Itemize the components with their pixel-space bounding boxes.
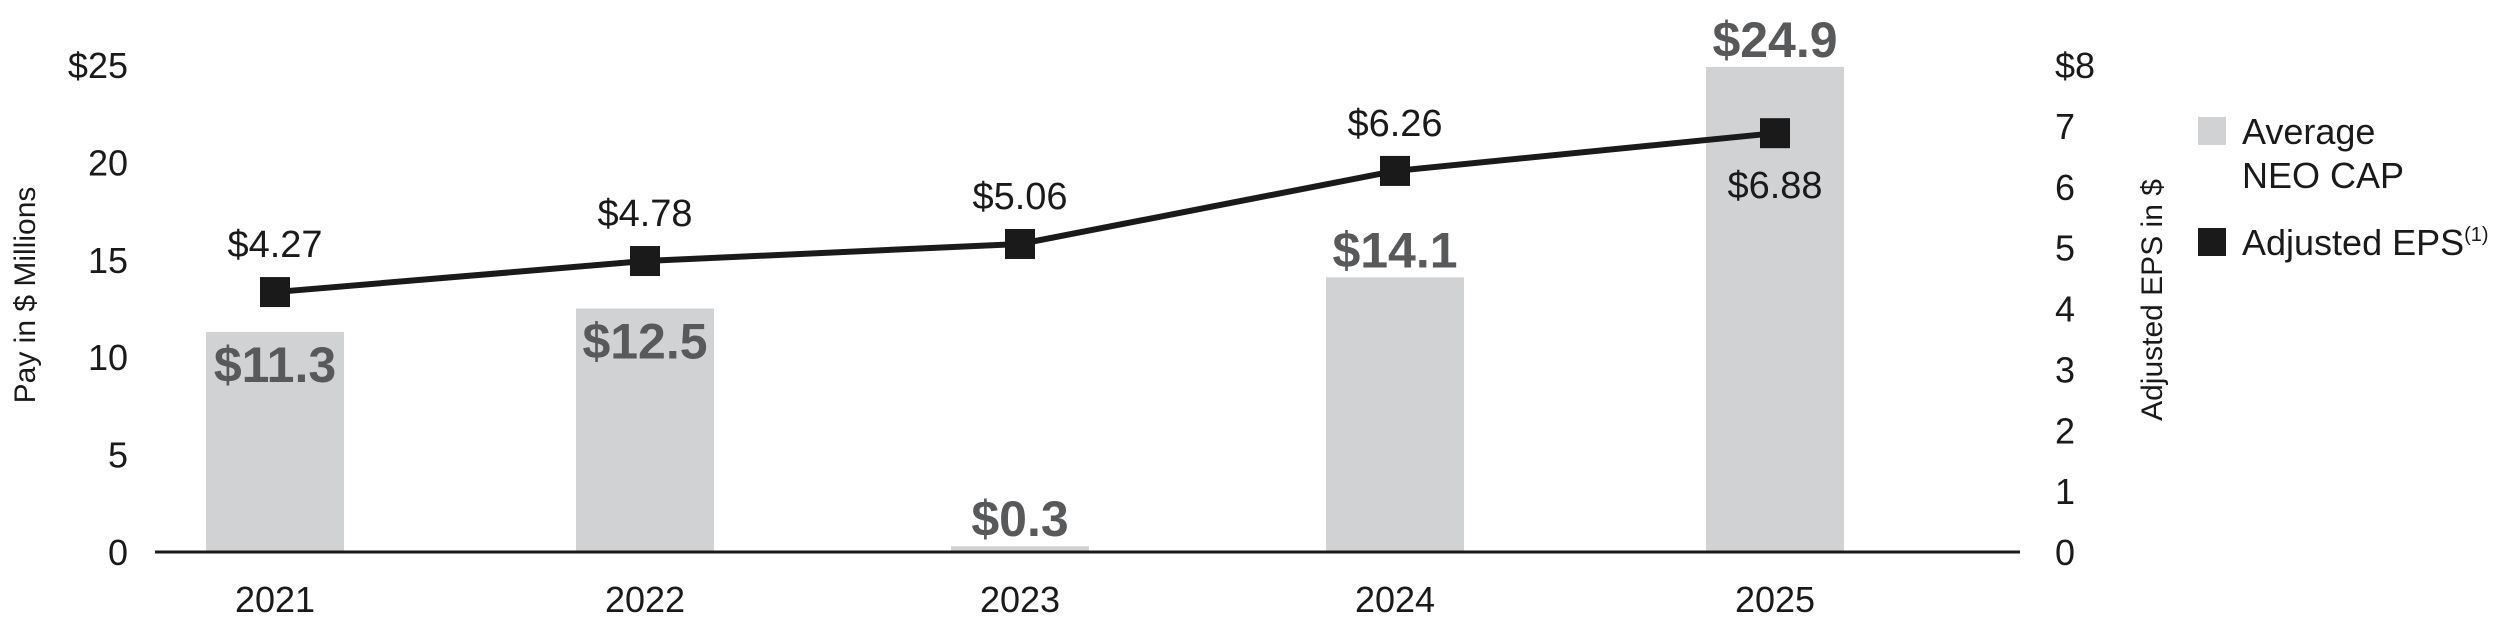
left-tick-label: 15: [88, 240, 128, 281]
eps-marker-2025: [1760, 118, 1790, 149]
legend-bar-label-line2: NEO CAP: [2242, 155, 2404, 196]
eps-marker-2023: [1005, 228, 1035, 259]
eps-marker-2024: [1380, 155, 1410, 186]
bar-2024: [1326, 277, 1464, 552]
right-axis-title: Adjusted EPS in $: [2136, 179, 2169, 421]
right-tick-label: 1: [2055, 471, 2075, 512]
right-tick-label: 0: [2055, 532, 2075, 573]
bar-labels: $11.3 $12.5 $0.3 $14.1 $24.9: [214, 12, 1838, 547]
legend-line-name: Adjusted EPS: [2242, 222, 2464, 263]
bar-value-label-2024: $14.1: [1332, 222, 1457, 278]
bar-2021: [206, 331, 344, 552]
right-tick-label: 2: [2055, 410, 2075, 451]
eps-value-label-2022: $4.78: [597, 193, 692, 235]
left-axis-title: Pay in $ Millions: [9, 187, 42, 404]
bar-2022: [576, 308, 714, 552]
eps-value-label-2024: $6.26: [1347, 103, 1442, 145]
left-axis-ticks: 0 5 10 15 20 $25: [68, 45, 128, 573]
bars-layer: [206, 66, 1844, 552]
eps-labels: $4.27 $4.78 $5.06 $6.26 $6.88: [227, 103, 1822, 266]
legend: Average NEO CAP Adjusted EPS(1): [2198, 111, 2489, 263]
legend-line-swatch: [2198, 228, 2226, 256]
legend-line-superscript: (1): [2464, 224, 2488, 246]
legend-bar-label-line1: Average: [2242, 111, 2375, 152]
legend-bar-swatch: [2198, 117, 2226, 145]
bar-value-label-2022: $12.5: [582, 314, 707, 370]
left-tick-label: 10: [88, 337, 128, 378]
bar-value-label-2025: $24.9: [1712, 12, 1837, 68]
right-tick-label: 7: [2055, 106, 2075, 147]
eps-value-label-2023: $5.06: [972, 176, 1067, 218]
legend-line-label: Adjusted EPS(1): [2242, 222, 2489, 263]
x-axis-ticks: 2021 2022 2023 2024 2025: [235, 579, 1815, 620]
left-tick-label: $25: [68, 45, 128, 86]
x-tick-label-2024: 2024: [1355, 579, 1435, 620]
left-tick-label: 5: [108, 435, 128, 476]
left-tick-label: 0: [108, 532, 128, 573]
eps-marker-2021: [260, 277, 290, 308]
right-tick-label: 6: [2055, 167, 2075, 208]
right-tick-label: 3: [2055, 349, 2075, 390]
eps-line-layer: [260, 118, 1790, 308]
eps-value-label-2021: $4.27: [227, 224, 322, 266]
eps-value-label-2025: $6.88: [1727, 165, 1822, 207]
bar-value-label-2023: $0.3: [971, 491, 1068, 547]
bar-value-label-2021: $11.3: [214, 337, 336, 393]
right-tick-label: 5: [2055, 228, 2075, 269]
eps-marker-2022: [630, 246, 660, 277]
left-tick-label: 20: [88, 142, 128, 183]
x-tick-label-2021: 2021: [235, 579, 315, 620]
bar-2023: [951, 546, 1089, 552]
x-tick-label-2025: 2025: [1735, 579, 1815, 620]
right-axis-ticks: 0 1 2 3 4 5 6 7 $8: [2055, 45, 2095, 573]
right-tick-label: 4: [2055, 289, 2075, 330]
right-tick-label: $8: [2055, 45, 2095, 86]
x-tick-label-2023: 2023: [980, 579, 1060, 620]
x-tick-label-2022: 2022: [605, 579, 685, 620]
